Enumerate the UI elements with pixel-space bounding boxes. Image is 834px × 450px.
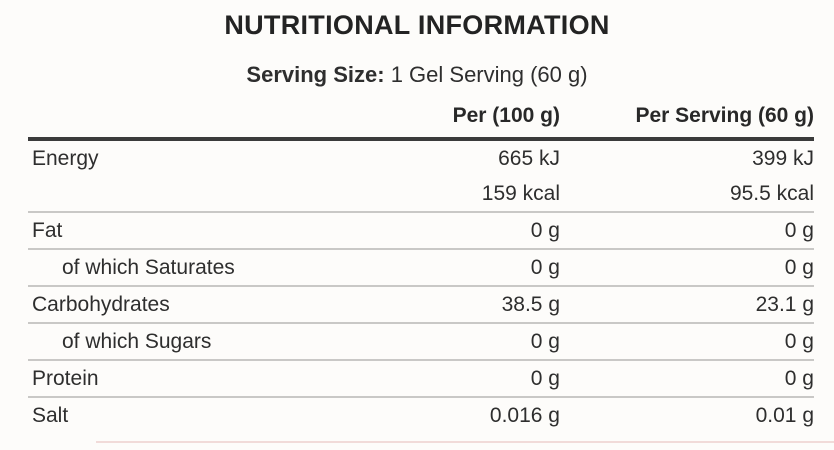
per-serving-value: 0 g (560, 212, 814, 250)
per-serving-value: 0.01 g (755, 403, 814, 427)
nutrient-label (28, 176, 368, 213)
per-serving-value: 399 kJ (752, 146, 814, 170)
serving-size-label: Serving Size: (246, 62, 385, 87)
nutrition-table: Per (100 g) Per Serving (60 g) Energy 66… (28, 104, 814, 433)
table-header-row: Per (100 g) Per Serving (60 g) (28, 104, 814, 141)
per-100g-value: 0 g (368, 249, 560, 287)
nutrient-label: Protein (28, 360, 368, 398)
nutrient-label: Fat (28, 212, 368, 250)
per-100g-value: 665 kJ (498, 146, 560, 170)
nutrient-label: Salt (32, 403, 69, 427)
per-100g-value: 159 kcal (368, 176, 560, 213)
table-row-energy-kj: Energy 665 kJ 399 kJ (28, 139, 814, 176)
serving-size-value: 1 Gel Serving (60 g) (390, 62, 588, 87)
nutrient-label: Energy (32, 146, 99, 170)
per-serving-value: 0 g (560, 249, 814, 287)
table-row-protein: Protein 0 g 0 g (28, 360, 814, 398)
nutrient-label: of which Saturates (28, 249, 368, 287)
per-serving-value: 0 g (560, 360, 814, 398)
per-100g-value: 0 g (368, 360, 560, 398)
per-serving-value: 0 g (560, 323, 814, 361)
nutrient-label: of which Sugars (28, 323, 368, 361)
serving-size-line: Serving Size: 1 Gel Serving (60 g) (0, 62, 834, 88)
table-row-fat: Fat 0 g 0 g (28, 212, 814, 250)
per-100g-value: 0.016 g (489, 403, 560, 427)
scan-artifact-line (96, 441, 834, 443)
per-serving-value: 23.1 g (560, 286, 814, 324)
table-row-salt: Salt 0.016 g 0.01 g (28, 397, 814, 433)
column-header-per-100g: Per (100 g) (368, 104, 560, 141)
column-header-per-serving: Per Serving (60 g) (560, 104, 814, 141)
per-100g-value: 0 g (368, 212, 560, 250)
nutrition-label: NUTRITIONAL INFORMATION Serving Size: 1 … (0, 10, 834, 443)
table-row-saturates: of which Saturates 0 g 0 g (28, 249, 814, 287)
nutrient-label: Carbohydrates (28, 286, 368, 324)
table-row-sugars: of which Sugars 0 g 0 g (28, 323, 814, 361)
table-row-carbohydrates: Carbohydrates 38.5 g 23.1 g (28, 286, 814, 324)
table-row-energy-kcal: 159 kcal 95.5 kcal (28, 176, 814, 213)
page-title: NUTRITIONAL INFORMATION (224, 10, 610, 40)
per-serving-value: 95.5 kcal (560, 176, 814, 213)
per-100g-value: 38.5 g (368, 286, 560, 324)
nutrient-column-header (28, 104, 368, 141)
per-100g-value: 0 g (368, 323, 560, 361)
